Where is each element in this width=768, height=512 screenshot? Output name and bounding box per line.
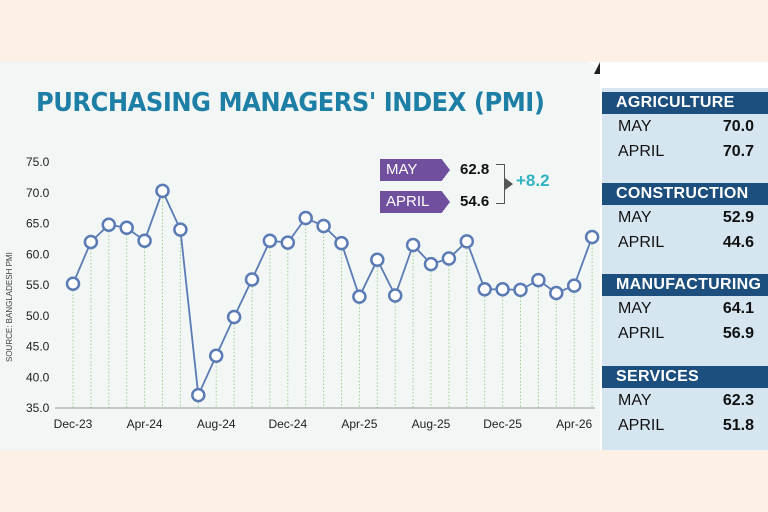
data-point [549, 285, 564, 301]
chart-panel: PURCHASING MANAGERS' INDEX (PMI) SOURCE:… [0, 62, 600, 450]
row-label: MAY [618, 392, 652, 409]
may-value: 62.8 [460, 161, 490, 178]
data-point [370, 252, 385, 268]
may-pill: MAY [380, 159, 450, 181]
data-point [119, 220, 134, 236]
row-value: 64.1 [722, 300, 754, 317]
april-value: 54.6 [460, 193, 490, 210]
data-point [477, 282, 492, 297]
may-row: MAY 70.0 [602, 114, 768, 139]
row-label: MAY [618, 209, 652, 226]
data-point [191, 387, 206, 403]
data-point [441, 251, 457, 266]
data-point [280, 235, 296, 250]
x-tick-label: Apr-26 [556, 417, 592, 431]
data-point [495, 282, 510, 297]
y-tick-label: 50.0 [26, 309, 50, 323]
data-point [83, 234, 99, 250]
y-tick-label: 70.0 [26, 186, 50, 200]
data-point [316, 218, 331, 234]
may-row: MAY 64.1 [602, 296, 768, 321]
sector-manufacturing: MANUFACTURING MAY 64.1 APRIL 56.9 [602, 274, 768, 346]
may-row: MAY 52.9 [602, 205, 768, 230]
x-tick-label: Dec-23 [54, 417, 93, 431]
row-value: 70.0 [722, 118, 754, 135]
y-tick-label: 40.0 [26, 370, 50, 384]
data-point [244, 272, 260, 287]
data-point [531, 272, 546, 288]
data-point [226, 309, 242, 325]
row-value: 44.6 [722, 234, 754, 251]
april-row: APRIL 44.6 [602, 230, 768, 255]
april-row: APRIL 51.8 [602, 413, 768, 438]
y-tick-label: 75.0 [26, 155, 50, 169]
row-value: 51.8 [722, 417, 754, 434]
data-point [459, 234, 475, 249]
data-point [566, 278, 582, 293]
april-row: APRIL 70.7 [602, 139, 768, 164]
data-point [334, 235, 349, 251]
data-point [101, 217, 117, 232]
row-label: MAY [618, 300, 652, 317]
change-value: +8.2 [516, 171, 550, 190]
data-point [173, 222, 188, 237]
sector-services: SERVICES MAY 62.3 APRIL 51.8 [602, 366, 768, 438]
row-value: 52.9 [722, 209, 754, 226]
sector-title: SERVICES [602, 366, 768, 388]
row-value: 70.7 [722, 143, 754, 160]
data-point [298, 210, 313, 226]
data-point [513, 282, 528, 298]
row-label: APRIL [618, 143, 665, 160]
may-row: MAY 62.3 [602, 388, 768, 413]
y-tick-label: 45.0 [26, 340, 50, 354]
data-point [352, 289, 367, 304]
data-point [387, 288, 403, 303]
sector-sidebar: AGRICULTURE MAY 70.0 APRIL 70.7 CONSTRUCTI… [602, 88, 768, 450]
row-label: APRIL [618, 325, 665, 342]
sector-title: CONSTRUCTION [602, 183, 768, 205]
row-label: APRIL [618, 234, 665, 251]
infographic-card: PURCHASING MANAGERS' INDEX (PMI) SOURCE:… [0, 62, 768, 450]
corner-marker [594, 62, 600, 74]
y-tick-label: 35.0 [26, 401, 50, 415]
x-tick-label: Dec-25 [483, 417, 522, 431]
row-label: MAY [618, 118, 652, 135]
sector-construction: CONSTRUCTION MAY 52.9 APRIL 44.6 [602, 183, 768, 255]
data-point [262, 233, 278, 248]
data-point [208, 348, 224, 363]
y-tick-label: 60.0 [26, 247, 50, 261]
row-value: 56.9 [722, 325, 754, 342]
data-point [155, 183, 170, 199]
april-pill: APRIL [380, 191, 450, 213]
row-value: 62.3 [722, 392, 754, 409]
callout-bracket [496, 164, 505, 204]
page-title: PURCHASING MANAGERS' INDEX (PMI) [36, 88, 545, 118]
x-tick-label: Aug-25 [412, 417, 451, 431]
sector-agriculture: AGRICULTURE MAY 70.0 APRIL 70.7 [602, 92, 768, 164]
y-tick-label: 55.0 [26, 278, 50, 292]
pmi-line-chart: 35.0 40.0 45.0 50.0 55.0 60.0 65.0 70.0 75.0 Dec-… [26, 155, 600, 431]
row-label: APRIL [618, 417, 665, 434]
x-tick-label: Dec-24 [268, 417, 307, 431]
data-point [405, 237, 421, 253]
x-tick-label: Apr-25 [341, 417, 377, 431]
sector-title: MANUFACTURING [602, 274, 768, 296]
y-tick-label: 65.0 [26, 217, 50, 231]
arrow-right-icon [505, 178, 513, 190]
x-tick-label: Aug-24 [197, 417, 236, 431]
data-point [137, 233, 152, 248]
sector-title: AGRICULTURE [602, 92, 768, 114]
data-point [423, 256, 439, 272]
data-point [65, 276, 81, 292]
april-row: APRIL 56.9 [602, 321, 768, 346]
x-tick-label: Apr-24 [127, 417, 163, 431]
data-point [584, 229, 600, 245]
